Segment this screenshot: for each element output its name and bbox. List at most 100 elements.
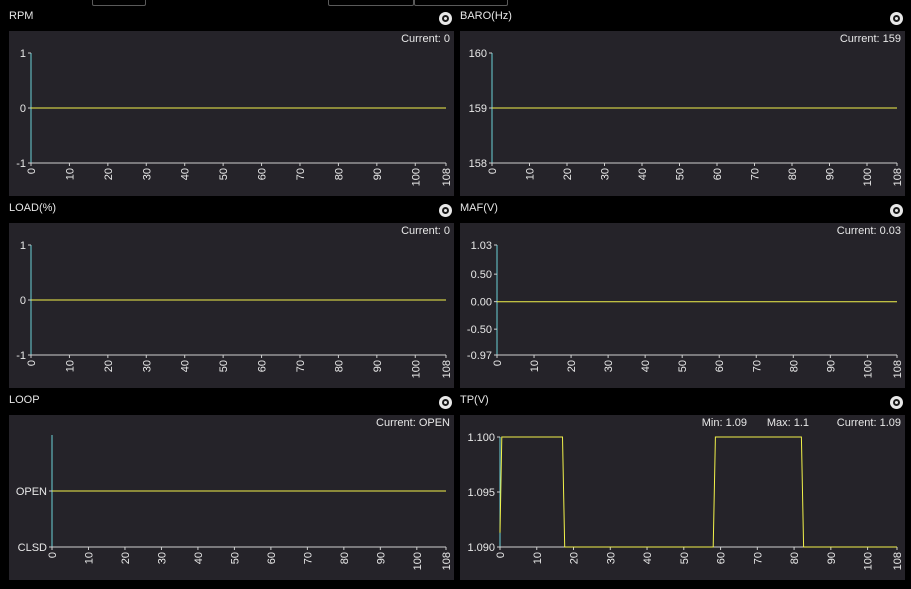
y-tick-label: 1 <box>20 48 26 60</box>
x-tick-label: 70 <box>295 168 307 180</box>
series-line <box>499 436 897 548</box>
y-tick-label: 0.50 <box>471 269 492 281</box>
y-tick-label: -0.97 <box>467 350 492 362</box>
x-tick-label: 100 <box>862 360 874 378</box>
y-tick-label: 1.100 <box>467 432 495 444</box>
x-tick-label: 60 <box>716 552 728 564</box>
x-tick-label: 0 <box>487 168 499 174</box>
panel-title-loop: LOOP <box>9 394 40 406</box>
x-tick-label: 90 <box>372 168 384 180</box>
x-tick-label: 40 <box>180 168 192 180</box>
panel-title-tp: TP(V) <box>460 394 489 406</box>
panel-title-baro: BARO(Hz) <box>460 10 512 22</box>
record-button-loop[interactable] <box>439 396 452 409</box>
x-tick-label: 40 <box>193 552 205 564</box>
x-tick-label: 90 <box>826 552 838 564</box>
y-tick-label: 1.090 <box>467 542 495 554</box>
status-label: Current: 1.09 <box>837 417 901 429</box>
x-tick-label: 108 <box>892 552 904 570</box>
record-button-baro[interactable] <box>890 12 903 25</box>
record-button-rpm[interactable] <box>439 12 452 25</box>
y-tick-label: 0 <box>20 103 26 115</box>
status-label: Current: 0 <box>401 33 450 45</box>
x-tick-label: 90 <box>825 360 837 372</box>
x-tick-label: 60 <box>714 360 726 372</box>
x-tick-label: 40 <box>640 360 652 372</box>
x-tick-label: 90 <box>375 552 387 564</box>
status-label: Current: 0 <box>401 225 450 237</box>
y-tick-label: 1.03 <box>471 240 492 252</box>
x-tick-label: 20 <box>103 168 115 180</box>
x-tick-label: 50 <box>675 168 687 180</box>
x-tick-label: 70 <box>750 168 762 180</box>
x-tick-label: 108 <box>441 168 453 186</box>
record-button-load[interactable] <box>439 204 452 217</box>
x-tick-label: 60 <box>712 168 724 180</box>
x-tick-label: 10 <box>525 168 537 180</box>
x-tick-label: 70 <box>295 360 307 372</box>
y-tick-label: -1 <box>16 158 26 170</box>
x-tick-label: 100 <box>862 168 874 186</box>
x-tick-label: 50 <box>679 552 691 564</box>
panel-title-rpm: RPM <box>9 10 34 22</box>
y-tick-label: 158 <box>469 158 487 170</box>
x-tick-label: 100 <box>410 360 422 378</box>
x-tick-label: 80 <box>333 168 345 180</box>
rpm-chart: Current: 010-10 10 20 30 40 50 60 70 80 90 100 108 <box>9 31 454 196</box>
x-tick-label: 30 <box>603 360 615 372</box>
x-tick-label: 80 <box>787 168 799 180</box>
x-tick-label: 50 <box>229 552 241 564</box>
toolbar-button-2[interactable] <box>328 0 414 6</box>
x-tick-label: 30 <box>156 552 168 564</box>
x-tick-label: 40 <box>637 168 649 180</box>
x-tick-label: 0 <box>47 552 59 558</box>
x-tick-label: 10 <box>83 552 95 564</box>
x-tick-label: 10 <box>532 552 544 564</box>
x-tick-label: 60 <box>266 552 278 564</box>
x-tick-label: 10 <box>64 168 76 180</box>
x-tick-label: 30 <box>605 552 617 564</box>
toolbar-button-3[interactable] <box>414 0 508 6</box>
x-tick-label: 50 <box>218 360 230 372</box>
record-button-maf[interactable] <box>890 204 903 217</box>
x-tick-label: 10 <box>64 360 76 372</box>
x-tick-label: 80 <box>788 360 800 372</box>
x-tick-label: 20 <box>566 360 578 372</box>
y-tick-label: 0 <box>20 295 26 307</box>
x-tick-label: 0 <box>492 360 504 366</box>
status-label: Current: OPEN <box>376 417 450 429</box>
status-label: Current: 0.03 <box>837 225 901 237</box>
x-tick-label: 20 <box>569 552 581 564</box>
x-tick-label: 70 <box>751 360 763 372</box>
record-button-tp[interactable] <box>890 396 903 409</box>
y-tick-label: -1 <box>16 350 26 362</box>
status-label: Min: 1.09 <box>702 417 747 429</box>
x-tick-label: 20 <box>562 168 574 180</box>
y-tick-label: 160 <box>469 48 487 60</box>
x-tick-label: 0 <box>26 360 38 366</box>
y-tick-label: 1 <box>20 240 26 252</box>
y-tick-label: OPEN <box>16 486 47 498</box>
x-tick-label: 108 <box>892 360 904 378</box>
x-tick-label: 10 <box>529 360 541 372</box>
y-tick-label: 0.00 <box>471 297 492 309</box>
x-tick-label: 70 <box>752 552 764 564</box>
x-tick-label: 80 <box>339 552 351 564</box>
y-tick-label: -0.50 <box>467 324 492 336</box>
x-tick-label: 60 <box>257 168 269 180</box>
x-tick-label: 40 <box>180 360 192 372</box>
x-tick-label: 108 <box>892 168 904 186</box>
x-tick-label: 70 <box>302 552 314 564</box>
toolbar-button-1[interactable] <box>92 0 146 6</box>
x-tick-label: 0 <box>26 168 38 174</box>
status-label: Current: 159 <box>840 33 901 45</box>
x-tick-label: 20 <box>103 360 115 372</box>
x-tick-label: 50 <box>677 360 689 372</box>
load-chart: Current: 010-10 10 20 30 40 50 60 70 80 90 100 108 <box>9 223 454 388</box>
x-tick-label: 50 <box>218 168 230 180</box>
x-tick-label: 40 <box>642 552 654 564</box>
x-tick-label: 0 <box>495 552 507 558</box>
x-tick-label: 30 <box>600 168 612 180</box>
